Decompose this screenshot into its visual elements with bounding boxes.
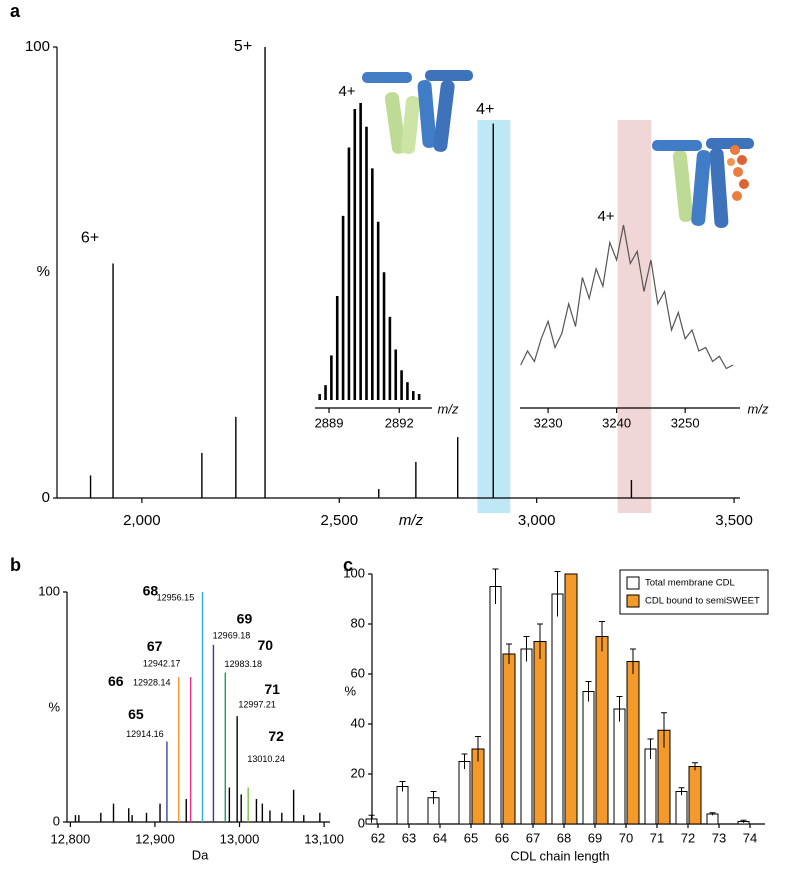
peak-label: 5+ (234, 38, 252, 55)
y-tick-label: 100 (25, 38, 50, 55)
y-axis-label: % (344, 683, 356, 698)
mass-label: 13010.24 (247, 754, 285, 764)
x-tick-label: 72 (681, 830, 695, 845)
x-tick-label: 64 (433, 830, 447, 845)
x-tick-label: 69 (588, 830, 602, 845)
x-tick-label: 63 (402, 830, 416, 845)
protein-structure-bound (652, 138, 754, 228)
x-tick-label: 73 (712, 830, 726, 845)
x-tick-label: 12,900 (135, 831, 175, 846)
bar (644, 748, 657, 825)
x-tick-label: 13,100 (304, 831, 344, 846)
x-tick-label: 3,500 (715, 512, 753, 529)
annotation: 4+ (597, 208, 614, 225)
x-axis-label: m/z (399, 512, 424, 529)
peak-label: 65 (128, 706, 144, 722)
x-tick-label: 65 (464, 830, 478, 845)
x-tick-label: 66 (495, 830, 509, 845)
x-axis-label: Da (192, 847, 209, 862)
peak-label: 66 (108, 673, 124, 689)
mass-label: 12997.21 (238, 700, 276, 710)
panel-label: a (10, 1, 21, 21)
legend-label: CDL bound to semiSWEET (645, 596, 760, 607)
x-tick-label: 68 (557, 830, 571, 845)
protein-structure-apo (362, 70, 473, 154)
x-tick-label: 70 (619, 830, 633, 845)
mass-label: 12969.18 (213, 630, 251, 640)
bar (582, 691, 595, 825)
x-tick-label: 13,000 (220, 831, 260, 846)
x-tick-label: 74 (743, 830, 757, 845)
bar (706, 813, 719, 825)
y-tick-label: 100 (38, 583, 60, 598)
y-tick-label: 0 (358, 815, 365, 830)
y-tick-label: 80 (351, 615, 365, 630)
bar (613, 708, 626, 825)
x-tick-label: 71 (650, 830, 664, 845)
peak-label: 70 (258, 637, 274, 653)
peak-label: 4+ (476, 101, 494, 118)
peak-label: 6+ (81, 230, 99, 247)
y-tick-label: 60 (351, 665, 365, 680)
y-axis-label: % (48, 699, 60, 714)
x-tick-label: 3240 (602, 415, 631, 430)
x-axis-label: m/z (438, 401, 459, 416)
x-tick-label: 2889 (315, 415, 344, 430)
bar (458, 761, 471, 825)
bar (675, 791, 688, 825)
mass-label: 12983.18 (225, 659, 263, 669)
legend-box (619, 569, 769, 615)
x-tick-label: 12,800 (50, 831, 90, 846)
bar (489, 586, 502, 825)
x-tick-label: 3,000 (518, 512, 556, 529)
y-tick-label: 40 (351, 715, 365, 730)
x-tick-label: 67 (526, 830, 540, 845)
x-tick-label: 62 (371, 830, 385, 845)
mass-label: 12928.14 (133, 677, 171, 687)
peak-label: 71 (264, 681, 280, 697)
panel-label: c (343, 555, 353, 575)
bar (626, 661, 640, 825)
y-axis-label: % (37, 263, 50, 280)
bar (688, 766, 702, 825)
peak-label: 69 (237, 611, 253, 627)
y-tick-label: 0 (42, 489, 50, 506)
legend-swatch (626, 594, 640, 608)
spectrum-line (520, 224, 734, 370)
peak-label: 68 (143, 583, 159, 599)
panel-label: b (10, 555, 21, 575)
x-axis-label: m/z (748, 401, 769, 416)
x-tick-label: 2,000 (123, 512, 161, 529)
annotation: 4+ (338, 83, 355, 100)
x-axis-label: CDL chain length (510, 848, 609, 863)
peak-label: 67 (147, 638, 163, 654)
y-tick-label: 20 (351, 765, 365, 780)
bar (502, 653, 516, 825)
bar (533, 641, 547, 825)
legend-swatch (626, 576, 640, 590)
x-tick-label: 2,500 (321, 512, 359, 529)
mass-label: 12914.16 (126, 729, 164, 739)
x-tick-label: 2892 (385, 415, 414, 430)
x-tick-label: 3250 (671, 415, 700, 430)
bar (564, 573, 578, 825)
highlight-band (617, 120, 652, 513)
legend-label: Total membrane CDL (645, 578, 735, 589)
mass-label: 12942.17 (143, 658, 181, 668)
mass-label: 12956.15 (157, 592, 195, 602)
bar (520, 648, 533, 825)
bar (551, 593, 564, 825)
bar (396, 786, 409, 825)
x-tick-label: 3230 (534, 415, 563, 430)
bar (595, 636, 609, 825)
y-tick-label: 100 (343, 565, 365, 580)
peak-label: 72 (268, 728, 284, 744)
y-tick-label: 0 (53, 813, 60, 828)
